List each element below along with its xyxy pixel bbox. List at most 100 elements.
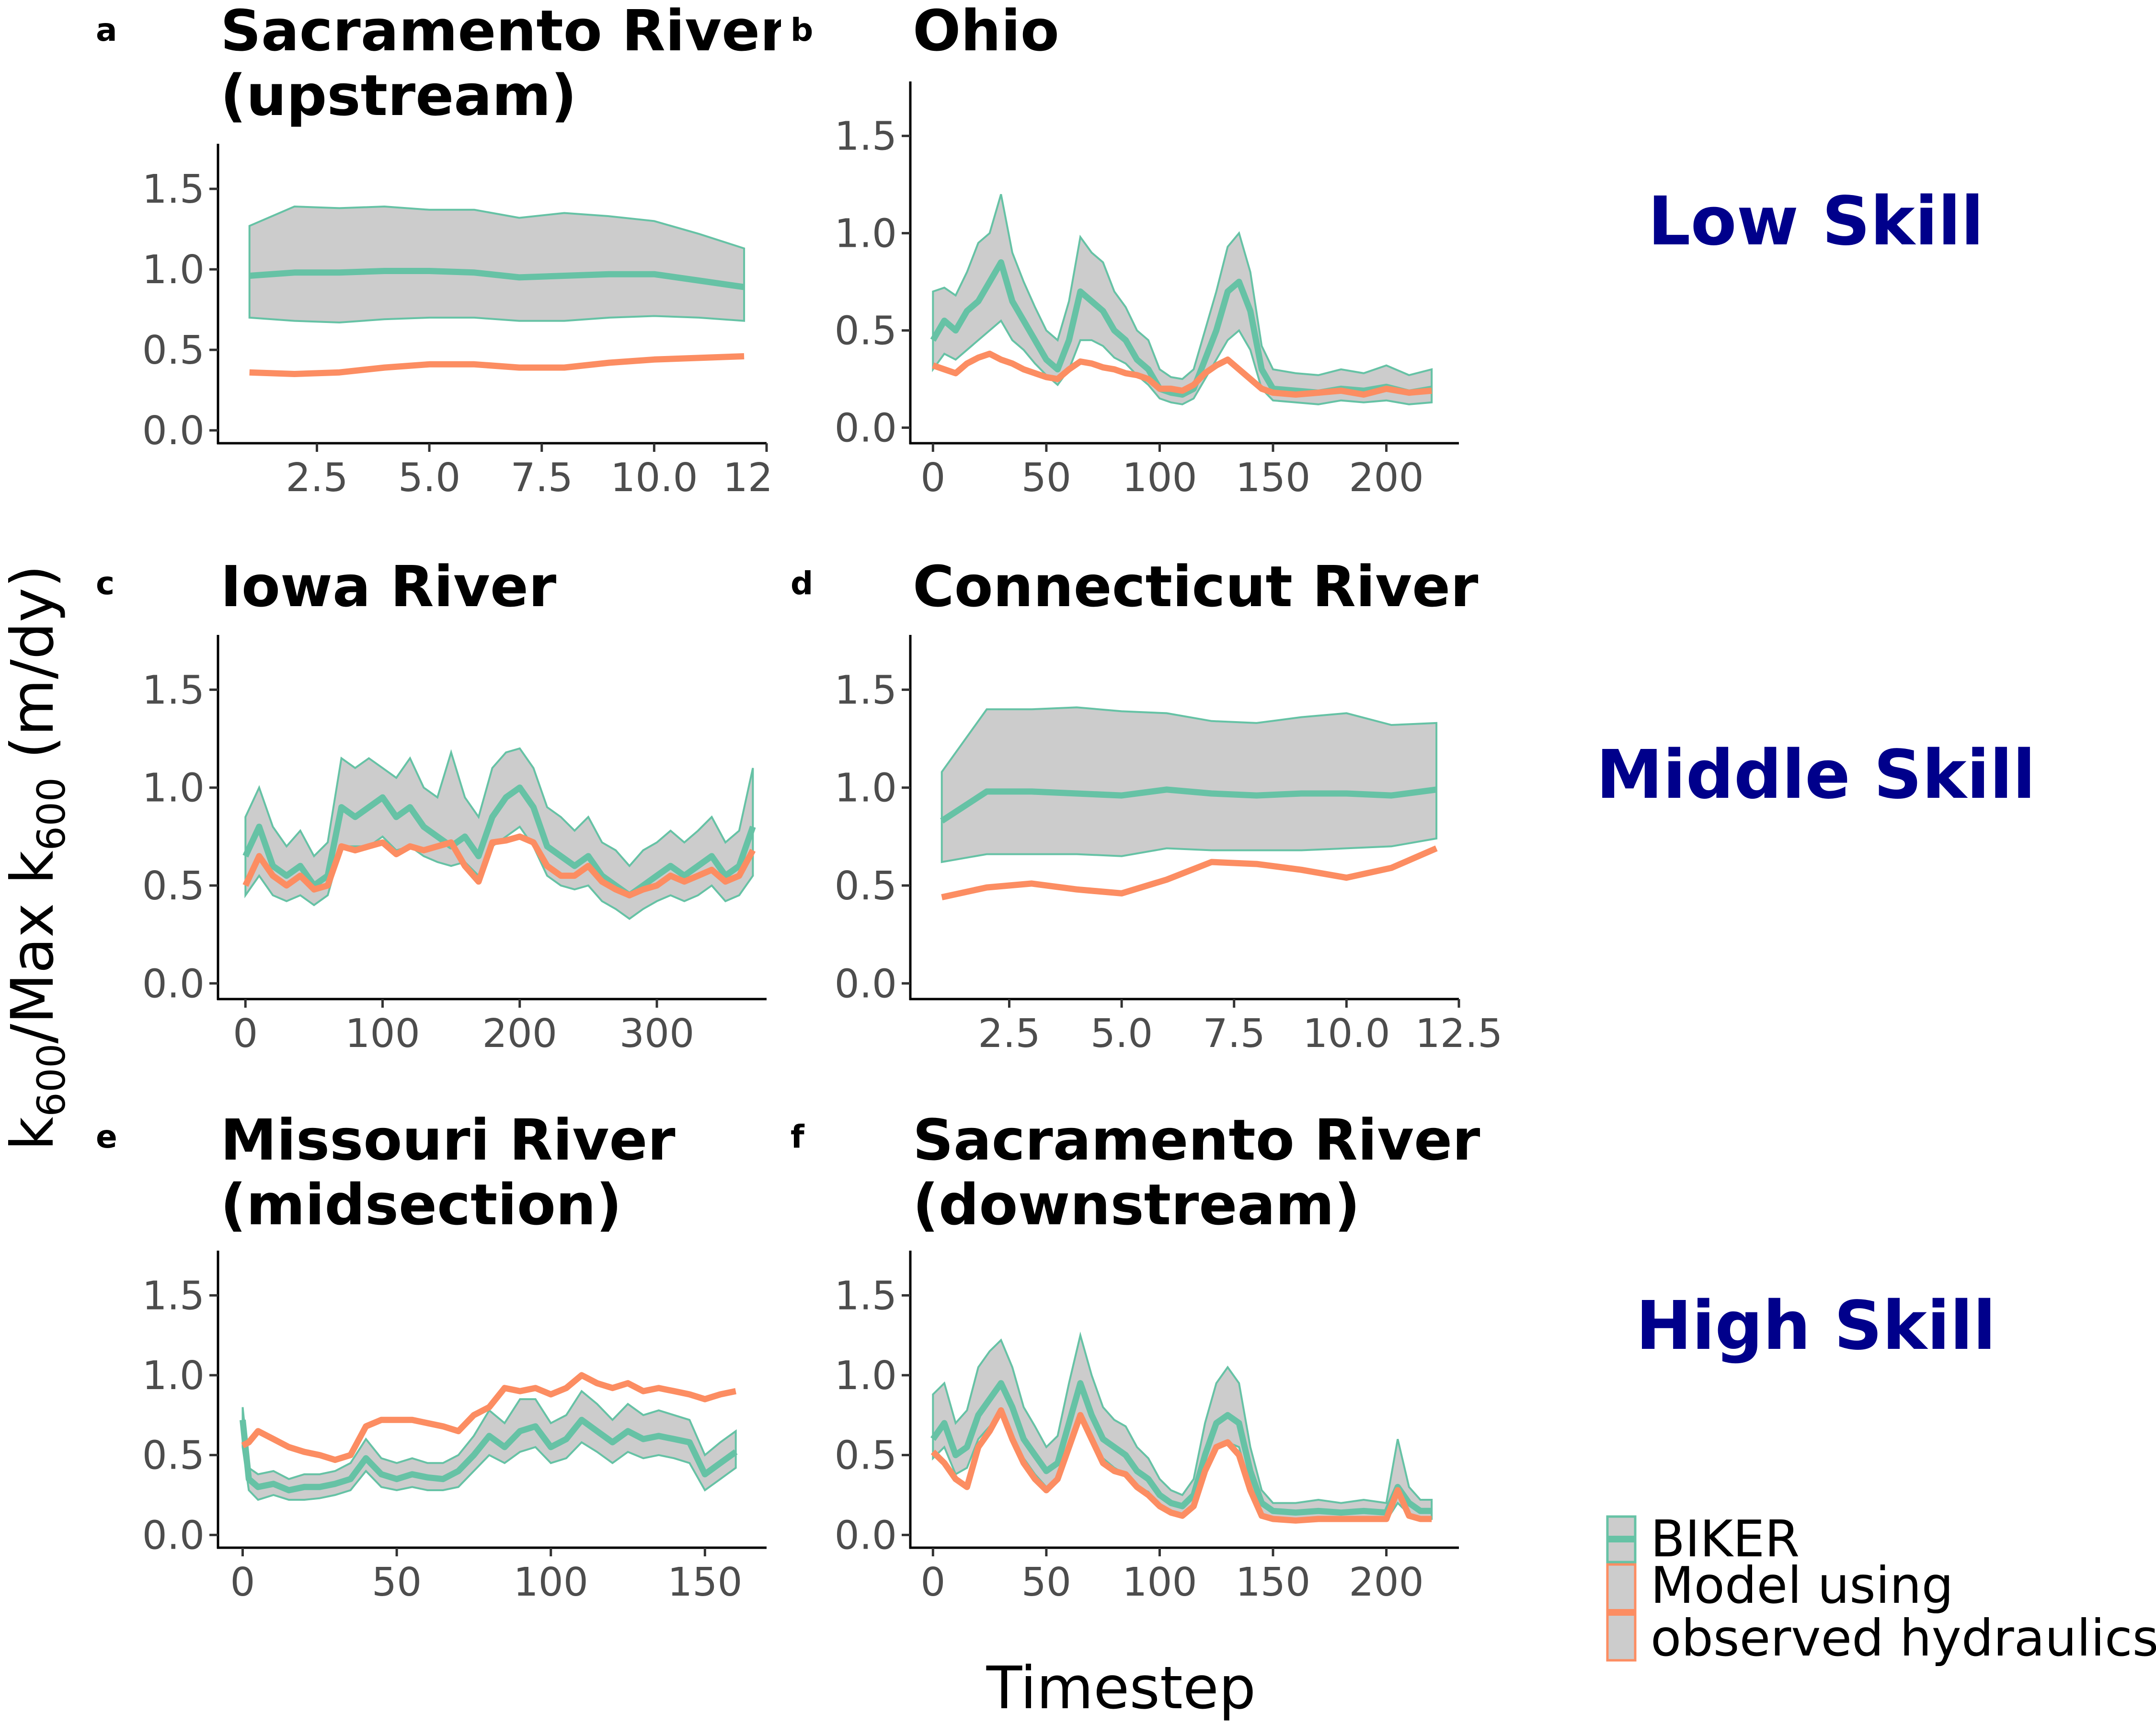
panel-title-f-line2: (downstream) [913, 1172, 1360, 1238]
x-tick-label-b: 0 [920, 455, 945, 501]
line-b-biker [930, 259, 1433, 398]
ribbon-a-biker [248, 205, 745, 324]
panel-letter-b: b [791, 12, 813, 48]
panel-letter-d: d [791, 565, 813, 602]
line-d-observed [941, 845, 1438, 900]
y-axis-title-sub2: 600 [29, 777, 74, 851]
y-tick-label-c: 0.0 [142, 961, 205, 1007]
y-tick-label-f: 1.0 [835, 1353, 897, 1399]
y-tick-label-a: 1.0 [142, 247, 205, 293]
y-tick-label-b: 0.5 [835, 309, 897, 354]
x-tick-label-e: 150 [667, 1560, 743, 1605]
x-tick-label-c: 200 [482, 1011, 557, 1057]
y-tick-label-e: 0.5 [142, 1433, 205, 1479]
x-tick-label-d: 10.0 [1303, 1011, 1390, 1057]
panel-e: e Missouri River(midsection) 0.0 0.5 1.0 1.5 0… [96, 1107, 767, 1605]
line-a-biker [249, 268, 745, 290]
y-tick-label-c: 1.5 [142, 667, 205, 713]
panel-letter-c: c [96, 565, 115, 602]
y-tick-label-a: 0.5 [142, 328, 205, 373]
line-c-biker [242, 784, 756, 898]
y-tick-label-d: 0.5 [835, 863, 897, 909]
panel-d: d Connecticut River 0.0 0.5 1.0 1.5 2.5 5.0 7.5 1… [791, 553, 1502, 1057]
y-tick-label-e: 1.5 [142, 1273, 205, 1319]
line-f-observed [930, 1407, 1432, 1524]
x-tick-label-e: 100 [513, 1560, 588, 1605]
y-axis-title: k600/Max k600 (m/dy) [0, 565, 74, 1150]
panels-group: a Sacramento River(upstream)0.00.51.01.52… [96, 0, 1502, 1605]
line-c-observed [242, 833, 756, 898]
x-tick-label-b: 150 [1236, 455, 1311, 501]
line-e-biker [240, 1416, 738, 1494]
x-axis-title: Timestep [986, 1654, 1256, 1722]
panel-letter-a: a [96, 12, 117, 48]
y-tick-label-a: 0.0 [142, 408, 205, 454]
legend-label-observed-line1: Model using [1651, 1556, 1953, 1615]
y-tick-label-b: 1.0 [835, 211, 897, 257]
skill-label-middle: Middle Skill [1596, 736, 2035, 814]
panel-c: c Iowa River 0.0 0.5 1.0 1.5 0 100 200 300 [96, 553, 767, 1057]
x-tick-label-a: 5.0 [398, 455, 460, 501]
x-tick-label-d: 7.5 [1203, 1011, 1265, 1057]
legend: BIKER Model using observed hydraulics [1606, 1510, 2156, 1668]
y-tick-label-d: 1.5 [835, 667, 897, 713]
x-tick-label-d: 12.5 [1415, 1011, 1503, 1057]
panel-title-e-line1: Missouri River [220, 1107, 676, 1173]
x-tick-label-b: 50 [1021, 455, 1071, 501]
panel-letter-f: f [791, 1118, 805, 1155]
line-f-biker [930, 1380, 1432, 1516]
panel-title-d-line1: Connecticut River [913, 553, 1478, 620]
x-tick-label-a: 10.0 [610, 455, 698, 501]
ribbon-d-biker [940, 706, 1438, 863]
x-tick-label-a: 7.5 [511, 455, 573, 501]
legend-label-biker: BIKER [1651, 1510, 1800, 1568]
x-tick-label-f: 0 [920, 1560, 945, 1605]
y-tick-label-f: 0.5 [835, 1433, 897, 1479]
panel-title-c-line1: Iowa River [220, 553, 556, 620]
x-tick-label-c: 100 [345, 1011, 420, 1057]
x-tick-label-a: 12.5 [723, 455, 811, 501]
x-tick-label-c: 0 [233, 1011, 258, 1057]
panel-title-a-line1: Sacramento River [220, 0, 788, 64]
skill-label-high: High Skill [1636, 1287, 1996, 1365]
x-tick-label-f: 150 [1236, 1560, 1311, 1605]
panel-title-b-line1: Ohio [913, 0, 1059, 64]
y-tick-label-b: 0.0 [835, 406, 897, 451]
y-tick-label-b: 1.5 [835, 114, 897, 160]
x-tick-label-b: 100 [1122, 455, 1197, 501]
y-tick-label-e: 1.0 [142, 1353, 205, 1399]
x-tick-label-b: 200 [1349, 455, 1424, 501]
x-tick-label-e: 50 [372, 1560, 422, 1605]
line-d-biker [940, 786, 1437, 824]
line-b-observed [932, 350, 1432, 398]
y-tick-label-e: 0.0 [142, 1513, 205, 1558]
line-e-observed [241, 1372, 737, 1463]
y-axis-title-sub1: 600 [29, 1044, 74, 1117]
panel-title-e-line2: (midsection) [220, 1172, 622, 1238]
x-tick-label-f: 100 [1122, 1560, 1197, 1605]
x-tick-label-a: 2.5 [286, 455, 348, 501]
x-tick-label-e: 0 [230, 1560, 255, 1605]
x-tick-label-f: 50 [1021, 1560, 1071, 1605]
panel-title-f-line1: Sacramento River [913, 1107, 1480, 1173]
panel-f: f Sacramento River(downstream) 0.0 0.5 1.0 1.… [791, 1107, 1480, 1605]
y-tick-label-c: 0.5 [142, 863, 205, 909]
y-axis-title-k: k [0, 1116, 67, 1150]
x-tick-label-c: 300 [619, 1011, 695, 1057]
x-tick-label-d: 2.5 [978, 1011, 1040, 1057]
y-tick-label-f: 0.0 [835, 1513, 897, 1558]
y-tick-label-d: 0.0 [835, 961, 897, 1007]
y-tick-label-d: 1.0 [835, 766, 897, 811]
line-a-observed [249, 353, 745, 377]
panel-letter-e: e [96, 1118, 117, 1155]
y-axis-title-mid: /Max k [0, 851, 67, 1044]
y-tick-label-c: 1.0 [142, 766, 205, 811]
legend-label-observed-line2: observed hydraulics [1651, 1609, 2156, 1668]
y-axis-title-tail: (m/dy) [0, 565, 67, 778]
skill-label-low: Low Skill [1648, 183, 1984, 261]
y-tick-label-a: 1.5 [142, 167, 205, 212]
panel-a: a Sacramento River(upstream) 0.0 0.5 1.0 1.5 2… [96, 0, 811, 501]
ribbon-e-biker [241, 1390, 737, 1501]
panel-b: b Ohio 0.0 0.5 1.0 1.5 0 50 100 150 200 [791, 0, 1459, 501]
